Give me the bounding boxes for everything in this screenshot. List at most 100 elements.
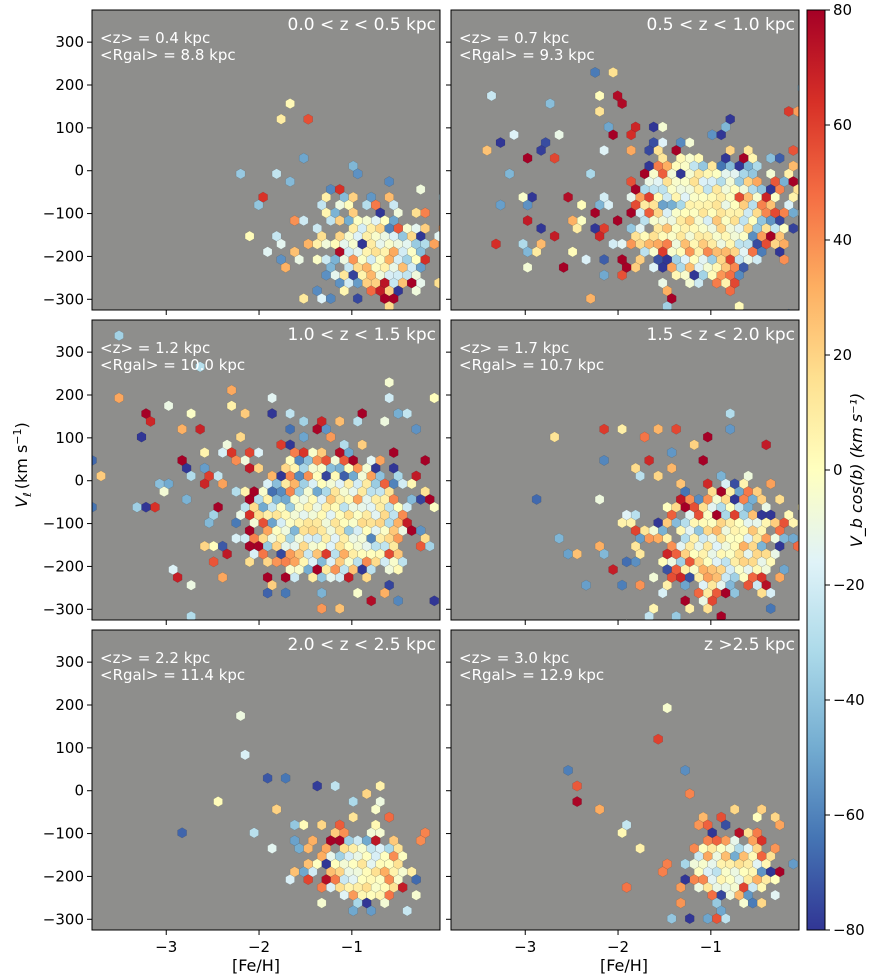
panel-title: 0.5 < z < 1.0 kpc bbox=[647, 15, 795, 35]
hexbin-cell bbox=[720, 850, 731, 862]
hexbin-cell bbox=[774, 571, 785, 583]
hexbin-cell bbox=[793, 540, 799, 552]
panel-6: −3 −2 −1 z >2.5 kpc <z> = 3.0 kpc<Rgal> = 12… bbox=[446, 629, 800, 956]
hexbin-cell bbox=[271, 168, 282, 180]
colorbar-title: V_b cos(b) (km s⁻¹) bbox=[847, 393, 867, 547]
y-tick-label: 200 bbox=[55, 386, 84, 404]
hexbin-cell bbox=[361, 509, 372, 521]
colorbar-tick-label: 40 bbox=[833, 231, 852, 249]
hexbin-cell bbox=[415, 183, 426, 195]
hexbin-cell bbox=[756, 246, 767, 258]
y-tick-label: −100 bbox=[43, 825, 84, 843]
panel-5: −3 −2 −1 300 200 100 0 −100 −200 −300 2.0 < z < 2.… bbox=[43, 629, 441, 956]
hexbin-cell bbox=[289, 215, 300, 227]
panel-title: 1.0 < z < 1.5 kpc bbox=[288, 325, 436, 345]
hexbin-cell bbox=[572, 222, 582, 234]
hexbin-cell bbox=[316, 897, 327, 909]
hexbin-cell bbox=[325, 478, 336, 490]
hexbin-cell bbox=[599, 269, 609, 281]
hexbin-cell bbox=[666, 261, 677, 273]
hexbin-cell bbox=[217, 478, 228, 490]
hexbin-cell bbox=[384, 811, 394, 823]
hexbin-cell bbox=[208, 556, 219, 568]
hexbin-cell bbox=[675, 493, 686, 505]
hexbin-cell bbox=[280, 493, 291, 505]
panel-title: z >2.5 kpc bbox=[704, 635, 795, 655]
hexbin-cell bbox=[572, 796, 582, 808]
hexbin-cell bbox=[720, 587, 731, 599]
hexbin-cell bbox=[235, 168, 246, 180]
x-axis-title-right: [Fe/H] bbox=[600, 956, 648, 975]
hexbin-cell bbox=[671, 564, 681, 576]
hexbin-cell bbox=[720, 866, 731, 878]
hexbin-cell bbox=[307, 462, 318, 474]
hexbin-cell bbox=[388, 246, 399, 258]
hexbin-cell bbox=[388, 447, 399, 459]
hexbin-cell bbox=[689, 439, 699, 451]
hexbin-cell bbox=[411, 889, 421, 901]
hexbin-cell bbox=[294, 532, 304, 544]
hexbin-cell bbox=[644, 191, 654, 203]
hexbin-cell bbox=[397, 478, 408, 490]
hexbin-cell bbox=[522, 261, 533, 273]
hexbin-cell bbox=[594, 803, 605, 815]
hexbin-cell bbox=[379, 897, 390, 909]
hexbin-cell bbox=[765, 152, 776, 164]
hexbin-cell bbox=[384, 376, 394, 388]
hexbin-cell bbox=[434, 277, 440, 289]
hexbin-cell bbox=[397, 866, 408, 878]
colorbar-tick-label: −20 bbox=[833, 576, 865, 594]
hexbin-cell bbox=[563, 764, 573, 776]
hexbin-cell bbox=[590, 66, 600, 78]
hexbin-cell bbox=[352, 415, 363, 427]
hexbin-cell bbox=[298, 215, 309, 227]
hexbin-cell bbox=[554, 532, 564, 544]
hexbin-cell bbox=[316, 447, 327, 459]
hexbin-cell bbox=[262, 587, 273, 599]
hexbin-cell bbox=[186, 579, 196, 591]
hexbin-cell bbox=[384, 176, 394, 188]
hexbin-cell bbox=[747, 168, 758, 180]
hexbin-cell bbox=[765, 603, 776, 615]
hexbin-cell bbox=[420, 222, 430, 234]
panel-frame bbox=[450, 319, 800, 621]
hexbin-cell bbox=[303, 486, 313, 498]
hexbin-cell bbox=[612, 90, 623, 102]
hexbin-cell bbox=[693, 587, 704, 599]
hexbin-cell bbox=[657, 866, 668, 878]
hexbin-cell bbox=[648, 121, 659, 133]
hexbin-cell bbox=[285, 423, 295, 435]
hexbin-cell bbox=[716, 811, 726, 823]
hexbin-cells bbox=[482, 66, 799, 310]
hexbin-cell bbox=[549, 230, 560, 242]
hexbin-cell bbox=[738, 246, 749, 258]
hexbin-cell bbox=[608, 564, 618, 576]
hexbin-cell bbox=[136, 431, 147, 443]
hexbin-cell bbox=[375, 254, 385, 266]
hexbin-cell bbox=[393, 408, 403, 420]
hexbin-cell bbox=[267, 392, 277, 404]
hexbin-cell bbox=[684, 788, 695, 800]
hexbin-cell bbox=[406, 525, 417, 537]
hexbin-cell bbox=[666, 293, 677, 305]
hexbin-cell bbox=[303, 238, 313, 250]
hexbin-cell bbox=[163, 400, 174, 412]
hexbin-cell bbox=[159, 486, 169, 498]
colorbar-tick-label: −60 bbox=[833, 806, 865, 824]
hexbin-cell bbox=[262, 509, 273, 521]
hexbin-cell bbox=[393, 222, 403, 234]
hexbin-cell bbox=[734, 269, 744, 281]
hexbin-cell bbox=[671, 423, 681, 435]
hexbin-cell bbox=[316, 881, 327, 893]
hexbin-cell bbox=[756, 850, 767, 862]
y-tick-label: 100 bbox=[55, 119, 84, 137]
hexbin-cell bbox=[334, 199, 345, 211]
hexbin-cell bbox=[707, 129, 717, 141]
hexbin-cell bbox=[343, 478, 354, 490]
hexbin-cell bbox=[285, 408, 295, 420]
hexbin-cell bbox=[774, 152, 785, 164]
hexbin-cell bbox=[96, 470, 106, 482]
hexbin-cell bbox=[253, 447, 264, 459]
hexbin-cell bbox=[357, 238, 367, 250]
hexbin-cell bbox=[357, 486, 367, 498]
